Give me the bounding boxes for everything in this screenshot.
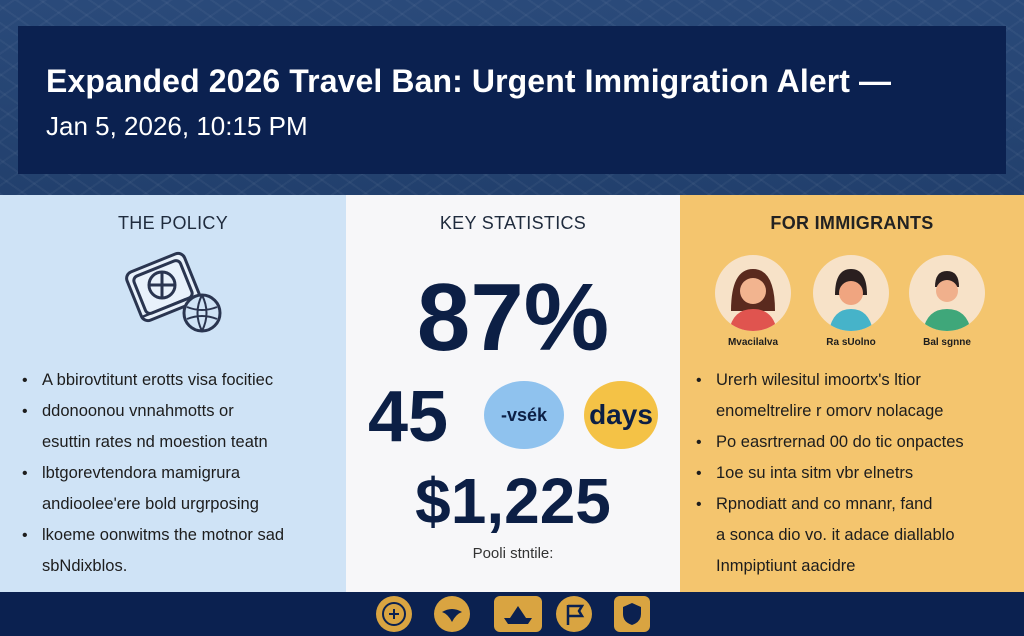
list-item: Rpnodiatt and co mnanr, fand bbox=[694, 489, 1018, 520]
list-item: Inmpiptiunt aacidre bbox=[716, 557, 856, 575]
vs-bubble: -vsék bbox=[484, 381, 564, 449]
percent-stat: 87% bbox=[416, 264, 610, 371]
immigrants-bullet-list: Urerh wilesitul imoortx's ltior enomeltr… bbox=[694, 365, 1018, 582]
person-label: Mvacilalva bbox=[727, 337, 779, 348]
list-item: andioolee'ere bold urgrposing bbox=[42, 495, 259, 513]
girl-avatar-icon bbox=[813, 255, 889, 331]
passport-globe-icon bbox=[124, 247, 224, 344]
fee-stat: $1,225 bbox=[415, 465, 611, 537]
list-item: lkoeme oonwitms the motnor sad bbox=[20, 520, 338, 551]
policy-heading: THE POLICY bbox=[117, 213, 229, 233]
statistics-panel: KEY STATISTICS 87% 45 -vsék days $1,225 … bbox=[346, 195, 680, 592]
woman-avatar-icon bbox=[715, 255, 791, 331]
timestamp: Jan 5, 2026, 10:15 PM bbox=[46, 111, 308, 141]
immigrants-panel: FOR IMMIGRANTS Mvacilalva Ra sUolno bbox=[680, 195, 1024, 592]
man-avatar-icon bbox=[909, 255, 985, 331]
list-item: a sonca dio vo. it adace diallablo bbox=[716, 526, 955, 544]
eagle-icon bbox=[434, 596, 470, 632]
days-number: 45 bbox=[368, 377, 449, 457]
days-bubble: days bbox=[584, 381, 658, 449]
avatar-row: Mvacilalva Ra sUolno Bal sgnne bbox=[680, 255, 1024, 355]
list-item: enomeltrelire r omorv nolacage bbox=[716, 402, 944, 420]
policy-panel: THE POLICY A bbirovtitunt erotts visa fo… bbox=[0, 195, 346, 592]
list-item: sbNdixblos. bbox=[42, 557, 128, 575]
list-item: 1oe su inta sitm vbr elnetrs bbox=[694, 458, 1018, 489]
person-label: Bal sgnne bbox=[923, 337, 971, 348]
statistics-heading: KEY STATISTICS bbox=[439, 213, 587, 233]
list-item: Po easrtrernad 00 do tic onpactes bbox=[694, 427, 1018, 458]
person-card: Bal sgnne bbox=[902, 255, 992, 348]
days-stat-row: 45 -vsék days bbox=[346, 375, 680, 457]
ship-icon bbox=[494, 596, 542, 632]
header-banner: Expanded 2026 Travel Ban: Urgent Immigra… bbox=[18, 26, 1006, 174]
list-item: A bbirovtitunt erotts visa focitiec bbox=[20, 365, 338, 396]
immigrants-heading: FOR IMMIGRANTS bbox=[770, 213, 934, 233]
list-item: esuttin rates nd moestion teatn bbox=[42, 433, 268, 451]
list-item: ddonoonou vnnahmotts or bbox=[20, 396, 338, 427]
footer-bar bbox=[0, 592, 1024, 636]
policy-bullet-list: A bbirovtitunt erotts visa focitiec ddon… bbox=[20, 365, 338, 582]
person-label: Ra sUolno bbox=[826, 337, 876, 348]
shield-icon bbox=[614, 596, 650, 632]
person-card: Ra sUolno bbox=[806, 255, 896, 348]
person-card: Mvacilalva bbox=[708, 255, 798, 348]
list-item: lbtgorevtendora mamigrura bbox=[20, 458, 338, 489]
flag-icon bbox=[556, 596, 592, 632]
seal-icon bbox=[376, 596, 412, 632]
stat-caption: Pooli stntile: bbox=[472, 545, 554, 562]
page-title: Expanded 2026 Travel Ban: Urgent Immigra… bbox=[46, 63, 892, 99]
list-item: Urerh wilesitul imoortx's ltior bbox=[694, 365, 1018, 396]
